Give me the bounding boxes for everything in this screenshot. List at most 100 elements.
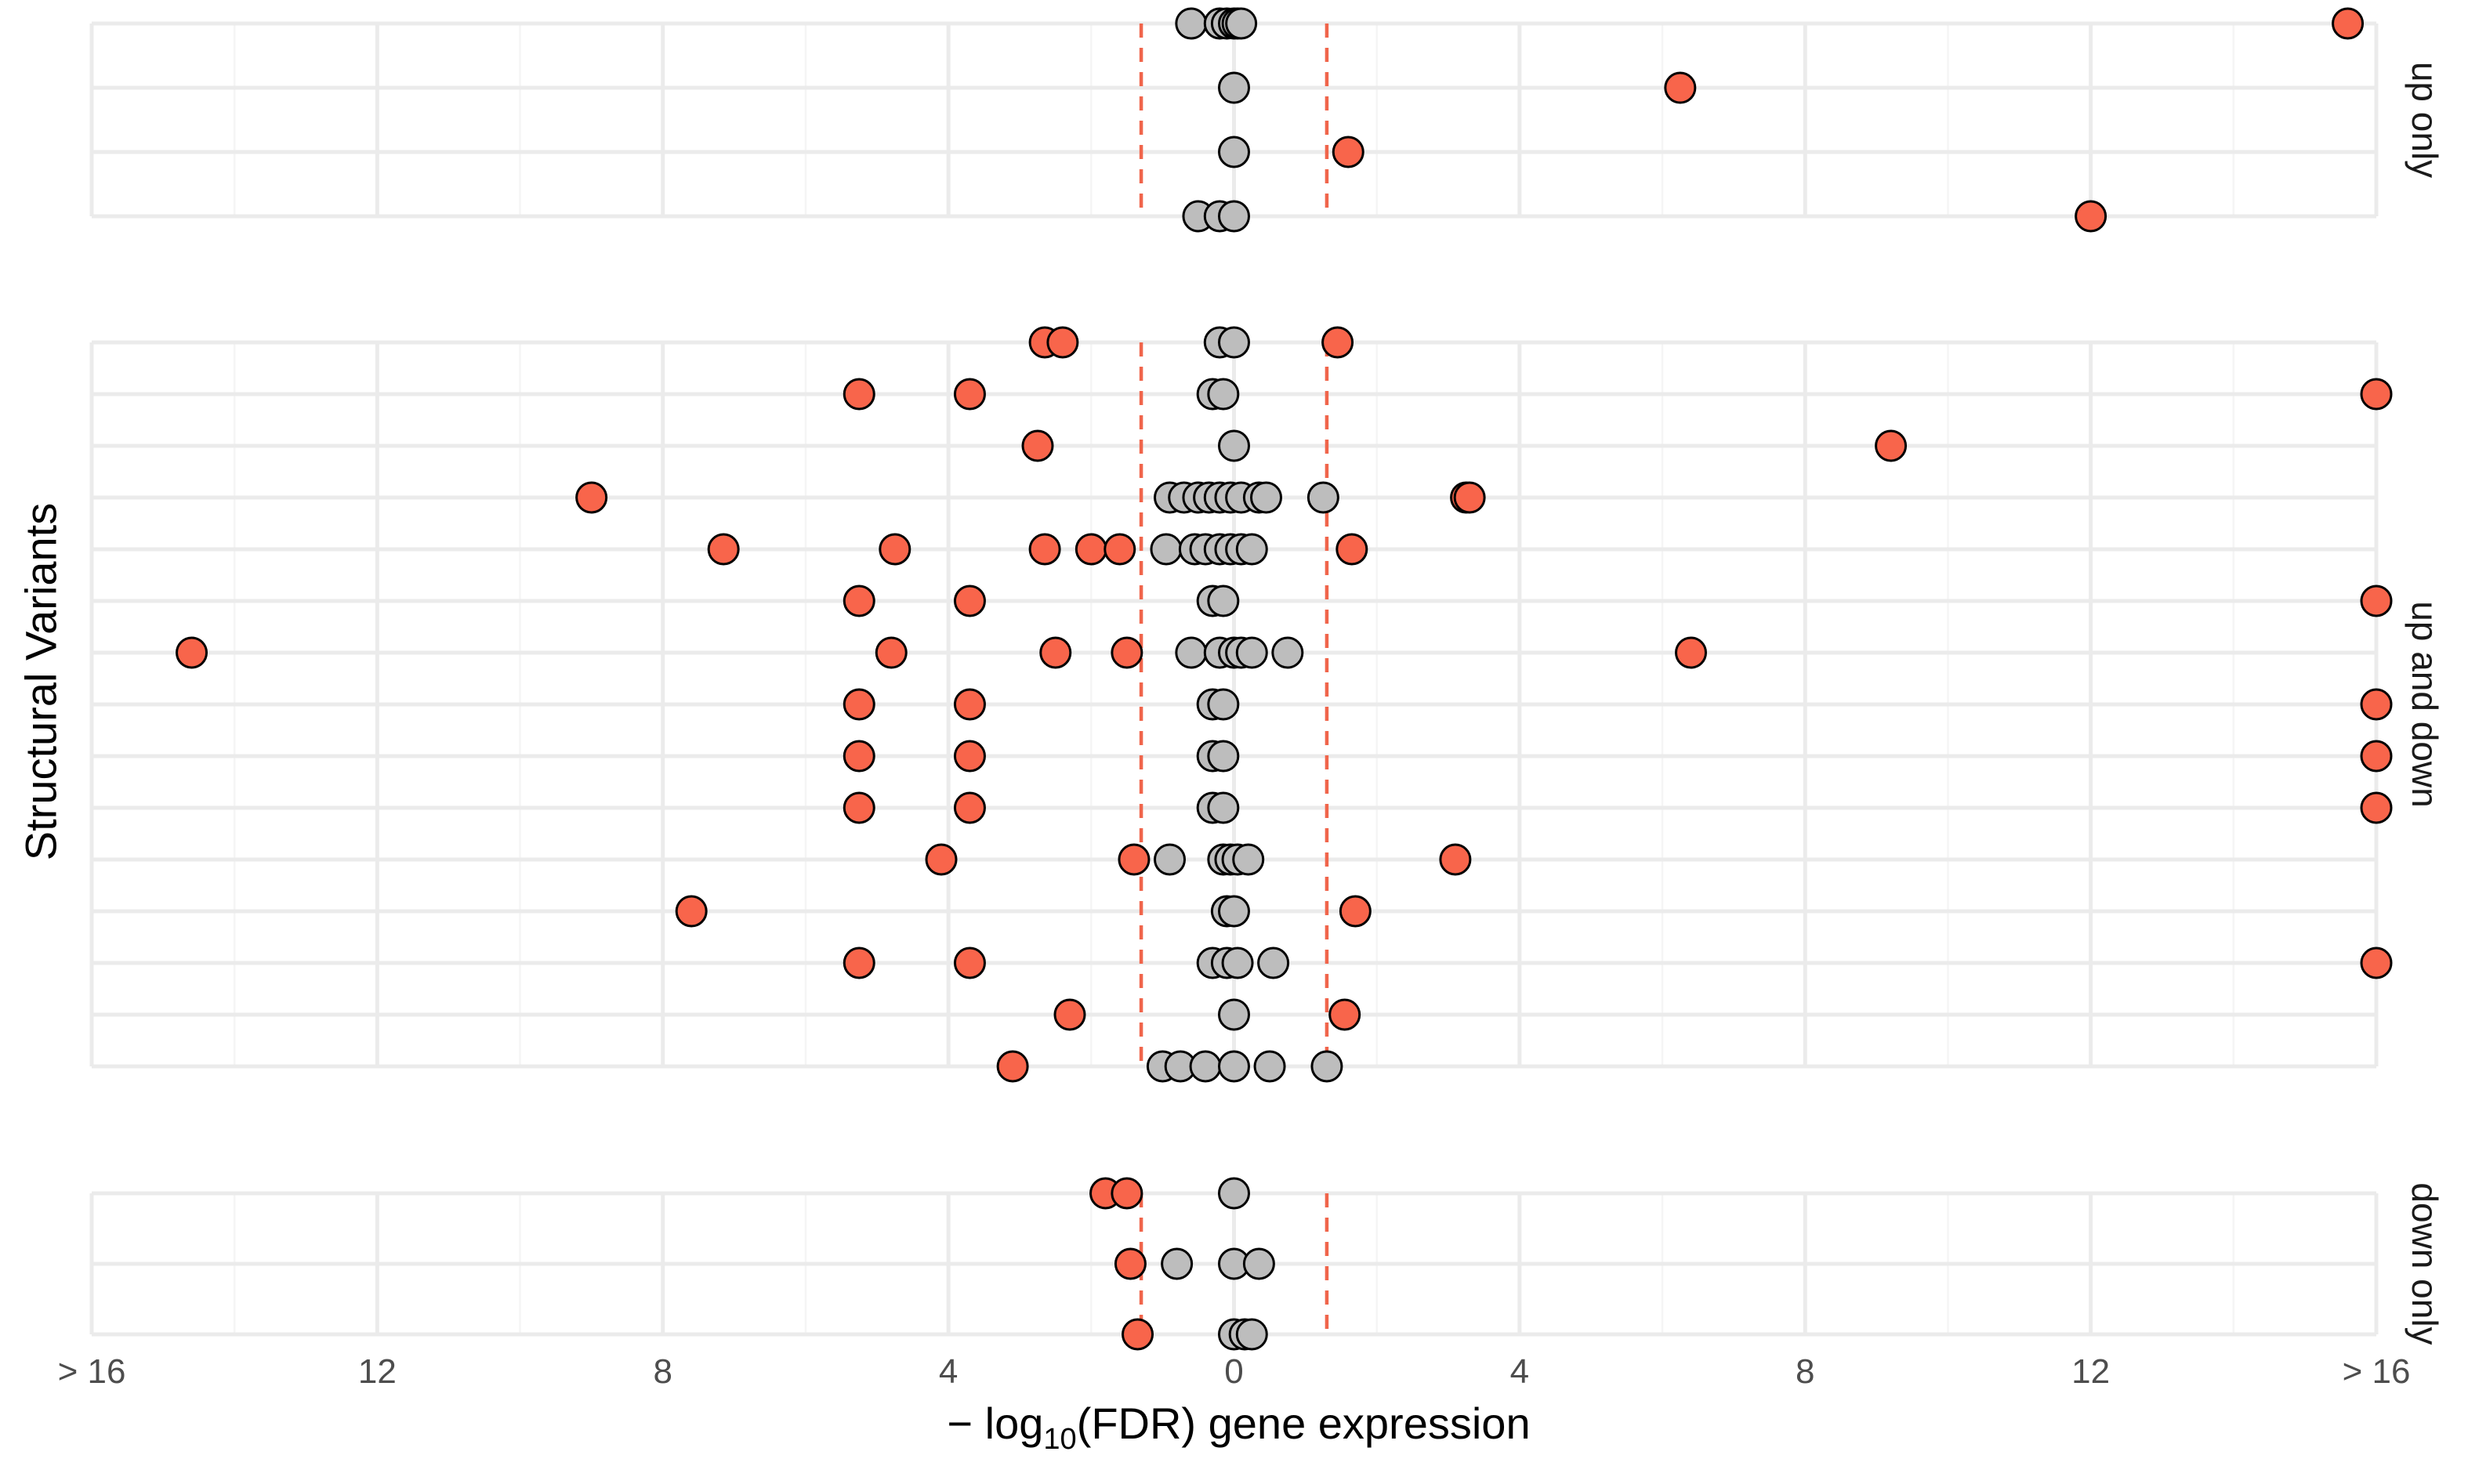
nonsignificant-point	[1218, 1050, 1250, 1083]
significant-point	[953, 378, 986, 411]
significant-point	[843, 378, 875, 411]
nonsignificant-point	[1221, 947, 1254, 979]
significant-point	[1675, 636, 1707, 669]
nonsignificant-point	[1218, 1177, 1250, 1210]
x-tick-label: 12	[358, 1352, 397, 1391]
significant-point	[1111, 636, 1143, 669]
nonsignificant-point	[1218, 200, 1250, 233]
significant-point	[1104, 533, 1136, 566]
x-tick-label: > 16	[58, 1352, 126, 1391]
significant-point	[1439, 843, 1472, 876]
significant-point	[2360, 585, 2393, 617]
significant-point	[2360, 947, 2393, 979]
nonsignificant-point	[1257, 947, 1290, 979]
significant-point	[1321, 326, 1354, 359]
nonsignificant-point	[1207, 585, 1240, 617]
significant-point	[843, 947, 875, 979]
significant-point	[1328, 998, 1361, 1031]
nonsignificant-point	[1218, 136, 1250, 168]
significant-point	[843, 688, 875, 721]
significant-point	[1664, 71, 1697, 104]
x-tick-label: 8	[1796, 1352, 1814, 1391]
significant-point	[953, 740, 986, 773]
nonsignificant-point	[1218, 895, 1250, 928]
nonsignificant-point	[1150, 533, 1183, 566]
significant-point	[953, 947, 986, 979]
panel-2: down only	[89, 1177, 2445, 1351]
nonsignificant-point	[1310, 1050, 1343, 1083]
nonsignificant-point	[1207, 688, 1240, 721]
nonsignificant-point	[1218, 326, 1250, 359]
significant-point	[875, 636, 908, 669]
significant-point	[1335, 533, 1368, 566]
x-axis-title-suffix: (FDR) gene expression	[1077, 1399, 1531, 1448]
nonsignificant-point	[1218, 429, 1250, 462]
nonsignificant-point	[1249, 481, 1282, 514]
significant-point	[953, 585, 986, 617]
nonsignificant-point	[1232, 843, 1265, 876]
facet-strip-label: up and down	[2405, 601, 2445, 807]
facet-strip-label: down only	[2405, 1182, 2445, 1345]
significant-point	[1039, 636, 1072, 669]
significant-point	[843, 740, 875, 773]
significant-point	[1028, 533, 1061, 566]
x-tick-label: 4	[939, 1352, 958, 1391]
significant-point	[2360, 740, 2393, 773]
significant-point	[1046, 326, 1079, 359]
significant-point	[843, 585, 875, 617]
nonsignificant-point	[1271, 636, 1304, 669]
significant-point	[2360, 688, 2393, 721]
x-tick-label: 8	[654, 1352, 672, 1391]
panel-1: up and down	[89, 326, 2445, 1083]
significant-point	[1332, 136, 1364, 168]
significant-point	[2360, 378, 2393, 411]
nonsignificant-point	[1306, 481, 1339, 514]
x-tick-label: 0	[1224, 1352, 1243, 1391]
significant-point	[953, 791, 986, 824]
significant-point	[1111, 1177, 1143, 1210]
nonsignificant-point	[1218, 71, 1250, 104]
nonsignificant-point	[1242, 1247, 1275, 1280]
significant-point	[707, 533, 740, 566]
significant-point	[1339, 895, 1372, 928]
significant-point	[1021, 429, 1054, 462]
nonsignificant-point	[1175, 636, 1208, 669]
significant-point	[1875, 429, 1908, 462]
nonsignificant-point	[1253, 1050, 1286, 1083]
significant-point	[575, 481, 608, 514]
significant-point	[675, 895, 708, 928]
significant-point	[1453, 481, 1486, 514]
significant-point	[1075, 533, 1107, 566]
significant-point	[176, 636, 208, 669]
nonsignificant-point	[1207, 378, 1240, 411]
significant-point	[2332, 7, 2365, 40]
significant-point	[953, 688, 986, 721]
significant-point	[925, 843, 958, 876]
nonsignificant-point	[1207, 740, 1240, 773]
nonsignificant-point	[1235, 636, 1268, 669]
significant-point	[1114, 1247, 1147, 1280]
x-tick-label: 12	[2071, 1352, 2110, 1391]
significant-point	[843, 791, 875, 824]
panel-0: up only	[89, 7, 2445, 233]
x-axis-title: − log10(FDR) gene expression	[947, 1399, 1530, 1456]
significant-point	[879, 533, 911, 566]
significant-point	[2360, 791, 2393, 824]
facet-strip-label: up only	[2405, 62, 2445, 178]
significant-point	[2075, 200, 2107, 233]
y-axis-title: Structural Variants	[16, 503, 66, 860]
nonsignificant-point	[1207, 791, 1240, 824]
nonsignificant-point	[1161, 1247, 1194, 1280]
nonsignificant-point	[1154, 843, 1187, 876]
x-tick-label: > 16	[2343, 1352, 2411, 1391]
x-tick-label: 4	[1510, 1352, 1529, 1391]
significant-point	[1053, 998, 1086, 1031]
nonsignificant-point	[1235, 1318, 1268, 1351]
nonsignificant-point	[1175, 7, 1208, 40]
significant-point	[1122, 1318, 1154, 1351]
nonsignificant-point	[1218, 998, 1250, 1031]
x-axis-title-prefix: − log	[947, 1399, 1043, 1448]
nonsignificant-point	[1189, 1050, 1222, 1083]
